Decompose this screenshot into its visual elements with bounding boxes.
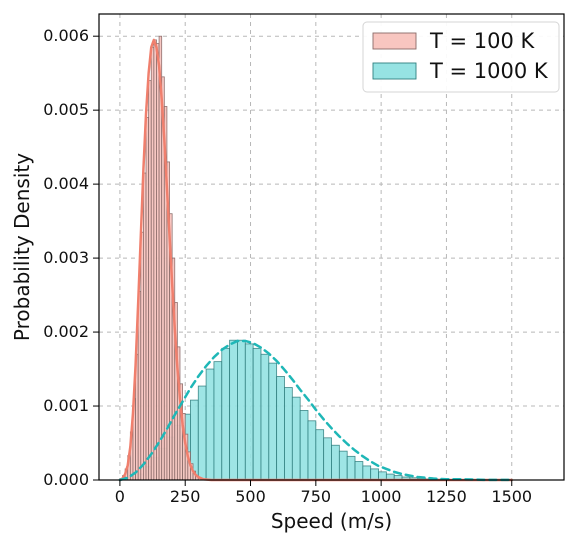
- t1000-bar-14: [229, 339, 238, 481]
- y-tick-label-6: 0.006: [43, 26, 89, 45]
- axes-frame: [98, 13, 565, 481]
- t1000-bar-10: [197, 385, 207, 481]
- t1000-bar-16: [244, 343, 254, 481]
- t1000-bar-32: [370, 468, 379, 481]
- t1000-bar-22: [291, 396, 301, 481]
- t1000-bar-11: [205, 368, 215, 481]
- t1000-density-curve: [118, 339, 513, 482]
- y-tick-label-0: 0.000: [43, 470, 89, 489]
- t1000-bar-26: [323, 437, 332, 481]
- x-tick-label-0: 0: [115, 487, 125, 506]
- t1000-bar-28: [338, 450, 348, 481]
- t1000-bar-27: [331, 444, 340, 481]
- x-tick-label-4: 1000: [361, 487, 402, 506]
- y-tick-label-3: 0.003: [43, 248, 89, 267]
- legend: T = 100 K T = 1000 K: [362, 21, 560, 93]
- t1000-bar-20: [276, 376, 285, 481]
- y-axis-label: Probability Density: [10, 153, 34, 341]
- t1000-bar-13: [221, 347, 231, 481]
- legend-label-t100: T = 100 K: [429, 29, 536, 53]
- legend-label-t1000: T = 1000 K: [429, 59, 549, 83]
- x-tick-label-6: 1500: [491, 487, 532, 506]
- t1000-bar-24: [307, 420, 317, 481]
- t1000-bar-17: [252, 347, 262, 481]
- y-tick-label-2: 0.002: [43, 322, 89, 341]
- x-tick-label-3: 750: [301, 487, 332, 506]
- x-axis-ticks: 0 250 500 750 1000 1250 1500: [115, 480, 532, 506]
- t1000-bar-21: [284, 387, 293, 481]
- legend-swatch-t100: [372, 32, 417, 50]
- x-tick-label-1: 250: [170, 487, 201, 506]
- x-tick-label-5: 1250: [426, 487, 467, 506]
- t1000-bar-23: [299, 410, 309, 481]
- t1000-bar-25: [315, 429, 325, 481]
- x-axis-label: Speed (m/s): [271, 509, 392, 533]
- x-tick-label-2: 500: [235, 487, 266, 506]
- t1000-bar-31: [362, 465, 372, 481]
- y-tick-label-5: 0.005: [43, 100, 89, 119]
- t1000-bar-19: [268, 362, 278, 481]
- t1000-bar-12: [213, 361, 223, 481]
- t1000-bar-30: [354, 461, 364, 481]
- t1000-bar-15: [237, 339, 246, 481]
- y-axis-ticks: 0.000 0.001 0.002 0.003 0.004 0.005 0.006: [43, 26, 99, 489]
- legend-swatch-t1000: [372, 62, 417, 80]
- t1000-bar-18: [260, 353, 270, 481]
- y-tick-label-4: 0.004: [43, 174, 89, 193]
- t1000-bar-29: [346, 455, 356, 481]
- y-tick-label-1: 0.001: [43, 396, 89, 415]
